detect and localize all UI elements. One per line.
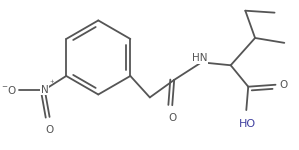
Text: O: O	[280, 80, 288, 90]
Text: $^{+}$: $^{+}$	[49, 78, 55, 87]
Text: HO: HO	[239, 119, 256, 129]
Text: O: O	[45, 125, 54, 135]
Text: $^{-}$O: $^{-}$O	[1, 84, 17, 96]
Text: O: O	[168, 113, 176, 123]
Text: HN: HN	[192, 53, 207, 63]
Text: N: N	[41, 85, 48, 95]
